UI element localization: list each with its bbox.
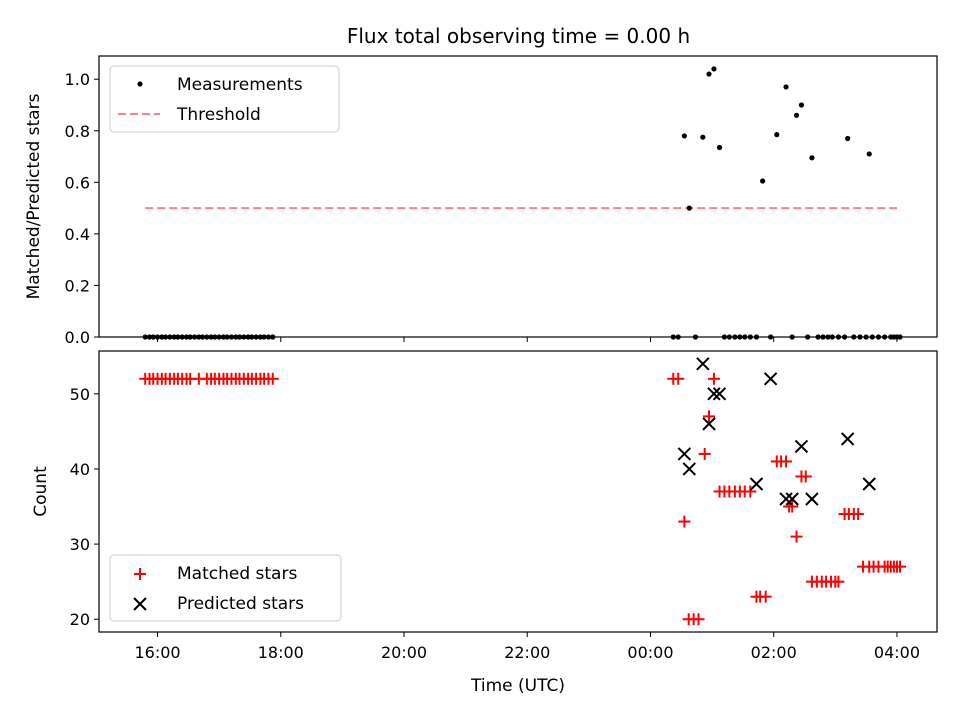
x-tick-label: 00:00 <box>627 643 673 662</box>
predicted-stars-point <box>707 387 721 401</box>
measurement-point <box>845 135 851 142</box>
matched-stars-point <box>744 485 757 498</box>
measurement-point <box>706 71 712 77</box>
predicted-stars-point <box>862 477 876 491</box>
predicted-stars-point <box>749 477 764 491</box>
y-tick-label: 0.0 <box>65 328 90 347</box>
x-tick-label: 22:00 <box>504 643 550 662</box>
predicted-stars-point <box>785 492 799 506</box>
y-tick-label: 30 <box>70 535 90 554</box>
predicted-stars-point <box>696 357 710 371</box>
x-tick-label: 16:00 <box>134 643 180 662</box>
y-tick-label: 1.0 <box>65 70 90 89</box>
measurement-point <box>793 112 800 118</box>
count-y-axis-label: Count <box>31 466 51 517</box>
y-tick-label: 40 <box>70 460 90 479</box>
matched-stars-point <box>832 575 845 588</box>
count-panel: 20 30 40 50 16:00 18:00 20:00 22:00 00:00 02:00 0… <box>31 350 938 696</box>
y-tick-label: 20 <box>70 610 90 629</box>
predicted-stars-point <box>677 447 692 461</box>
matched-stars-point <box>672 372 685 385</box>
predicted-stars-point <box>702 417 716 431</box>
count-plot-frame <box>98 350 938 633</box>
matched-stars-point <box>266 372 279 385</box>
measurement-point <box>774 132 780 138</box>
legend-marker-measurements <box>137 81 143 87</box>
measurement-point <box>809 155 815 161</box>
chart-title: Flux total observing time = 0.00 h <box>347 24 690 48</box>
measurement-point <box>686 205 692 211</box>
measurement-point <box>760 178 766 184</box>
x-tick-label: 02:00 <box>751 643 797 662</box>
legend-label-measurements: Measurements <box>177 75 303 95</box>
matched-stars-point <box>790 530 803 543</box>
ratio-panel: 0.0 0.2 0.4 0.6 0.8 1.0 Matched/Predicted sta… <box>24 55 938 347</box>
time-x-axis-label: Time (UTC) <box>470 676 565 696</box>
legend-marker-predicted-stars <box>133 597 147 611</box>
measurement-point <box>783 84 789 90</box>
predicted-stars-point <box>779 492 793 506</box>
measurement-point <box>798 102 805 108</box>
measurement-point <box>716 144 723 151</box>
legend-label-predicted-stars: Predicted stars <box>177 594 304 614</box>
measurement-point <box>681 133 687 139</box>
ratio-legend-box <box>109 65 340 133</box>
predicted-stars-point <box>840 432 855 446</box>
y-tick-label: 0.6 <box>65 173 90 192</box>
measurement-point <box>866 151 872 157</box>
matched-stars-point <box>692 613 705 626</box>
matched-stars-point <box>759 590 772 603</box>
y-tick-label: 0.4 <box>65 225 90 244</box>
ratio-legend: Measurements Threshold <box>109 65 340 133</box>
measurement-point <box>700 134 706 140</box>
legend-label-matched-stars: Matched stars <box>177 564 297 584</box>
matched-stars-point <box>894 560 907 573</box>
count-legend: Matched stars Predicted stars <box>109 554 342 622</box>
ratio-plot-frame <box>98 55 938 338</box>
legend-label-threshold: Threshold <box>176 105 261 125</box>
matched-stars-point <box>799 470 812 483</box>
predicted-stars-point <box>805 492 819 506</box>
x-tick-label: 18:00 <box>258 643 304 662</box>
matched-stars-point <box>780 455 793 468</box>
y-tick-label: 0.2 <box>65 276 90 295</box>
x-tick-label: 04:00 <box>874 643 920 662</box>
y-tick-label: 0.8 <box>65 122 90 141</box>
predicted-stars-point <box>682 462 697 476</box>
matched-stars-point <box>703 410 716 423</box>
matched-stars-point <box>678 515 691 528</box>
measurement-point <box>711 66 717 72</box>
matched-stars-point <box>707 372 720 385</box>
matched-stars-point <box>786 500 799 513</box>
y-tick-label: 50 <box>70 385 90 404</box>
predicted-stars-point <box>763 372 778 386</box>
matched-stars-point <box>852 508 865 521</box>
count-legend-box <box>109 554 342 622</box>
matched-stars-point <box>698 447 711 460</box>
x-tick-label: 20:00 <box>381 643 427 662</box>
predicted-stars-point <box>712 387 727 401</box>
legend-marker-matched-stars <box>134 568 146 580</box>
ratio-y-axis-label: Matched/Predicted stars <box>24 93 44 299</box>
predicted-stars-point <box>794 439 809 454</box>
